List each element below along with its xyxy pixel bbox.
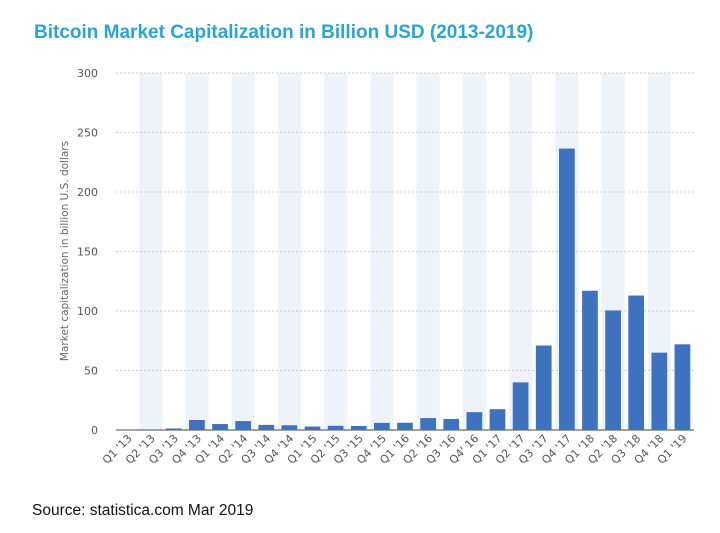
bar (212, 424, 228, 430)
y-axis-ticks: 0 50 100 150 200 250 300 (77, 67, 98, 437)
bar (605, 310, 621, 430)
bar (582, 290, 598, 430)
y-tick-label: 0 (91, 424, 98, 437)
bar (350, 425, 367, 430)
y-tick-label: 50 (84, 365, 98, 378)
source-note: Source: statistica.com Mar 2019 (32, 502, 254, 519)
bar (304, 426, 321, 430)
y-tick-label: 300 (77, 67, 98, 80)
y-tick-label: 100 (77, 305, 98, 318)
bar (165, 428, 182, 430)
bar (512, 382, 529, 430)
bar (374, 422, 390, 430)
bars (119, 148, 691, 430)
y-axis-label: Market capitalization in billion U.S. do… (59, 141, 71, 361)
bar (558, 148, 575, 430)
column-band (139, 73, 163, 430)
bar (397, 422, 413, 430)
column-band (462, 73, 486, 430)
bar (281, 425, 298, 430)
bar (420, 418, 436, 430)
y-tick-label: 150 (77, 246, 98, 259)
y-tick-label: 250 (77, 127, 98, 140)
bar (235, 421, 252, 430)
column-band (231, 73, 255, 430)
bar (327, 425, 344, 430)
bar (466, 412, 483, 430)
chart-title: Bitcoin Market Capitalization in Billion… (34, 22, 534, 43)
bar (443, 418, 460, 430)
bar (535, 345, 552, 430)
bar (489, 409, 506, 430)
y-tick-label: 200 (77, 186, 98, 199)
bar (258, 424, 275, 430)
column-band (647, 73, 671, 430)
bar (651, 352, 668, 430)
bar (189, 420, 205, 430)
column-band (324, 73, 348, 430)
bar (628, 295, 645, 430)
bar (674, 344, 691, 430)
